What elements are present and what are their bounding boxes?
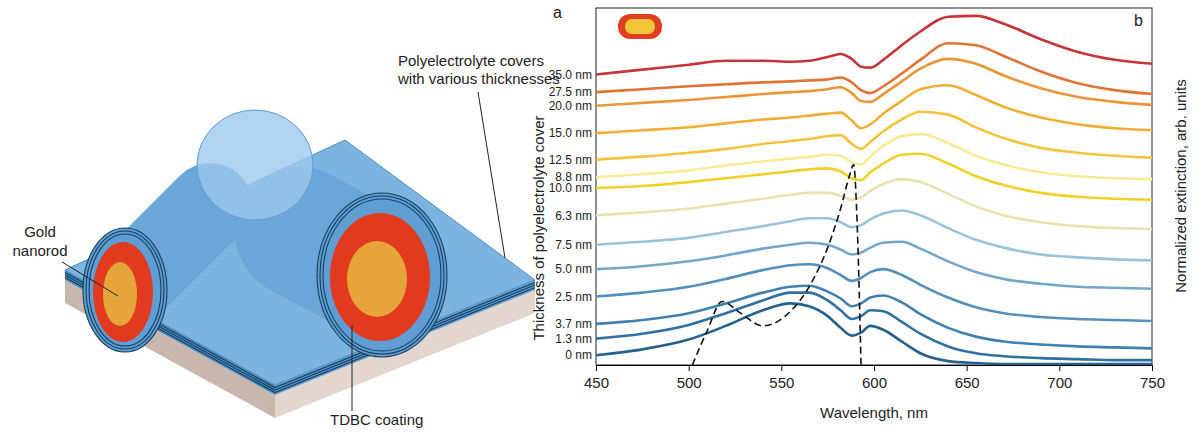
series-label: 0 nm [565,348,592,362]
spectrum [596,286,1152,349]
left-rod-cover-layer [89,234,161,346]
x-tick-label: 700 [1047,374,1072,391]
series-labels: 0 nm 1.3 nm3.7 nm 2.5 nm 5.0 nm 7.5 nm 6.3 nm… [549,68,592,363]
x-tick-mark [689,365,690,371]
x-tick-label: 750 [1140,374,1165,391]
right-rod-cover-layer [320,196,444,354]
x-tick-label: 550 [769,374,794,391]
spectrum [596,242,1152,289]
x-tick-mark [596,365,597,371]
series-label: 12.5 nm [549,153,592,167]
series-label: 7.5 nm [555,238,592,252]
spectrum [596,134,1152,179]
panel-letter: a [553,4,562,21]
x-tick: 750 [1140,365,1165,391]
right-rod-cover-layer [323,199,441,351]
panel-b: 450 500 550 600 650 700 750 0 nm 1.3 nm3.7 nm 2.5… [530,8,1189,421]
spectrum [596,16,1152,75]
rod-label: Gold [24,223,56,240]
leader-coating [352,325,353,411]
spectrum [596,179,1152,229]
x-tick: 650 [955,365,980,391]
left-rod-tdbc [93,242,153,342]
x-tick-label: 650 [955,374,980,391]
leader-rod [62,262,118,296]
x-tick: 450 [584,365,609,391]
right-rod-cover [317,193,447,357]
spectrum [596,293,1152,360]
x-axis-line [597,366,1153,372]
x-tick-label: 450 [584,374,609,391]
series-label: 2.5 nm [555,290,592,304]
left-rod-cover-layer [86,231,164,349]
x-tick-mark [967,365,968,371]
series-label: 5.0 nm [555,262,592,276]
cover-dome [197,110,313,220]
x-axis: 450 500 550 600 650 700 750 [584,365,1165,391]
x-tick: 600 [862,365,887,391]
spectrum [596,264,1152,321]
nanorod-icon-shell [618,14,662,39]
spectrum [596,210,1152,260]
x-tick-mark [1152,365,1153,371]
nanorod-icon-core [625,19,655,34]
coating-label: TDBC coating [330,411,423,428]
panel-letter: b [1134,12,1143,29]
x-tick: 500 [677,365,702,391]
plot-frame [596,8,1152,365]
covers-label: with various thicknesses [397,70,560,87]
x-tick-label: 600 [862,374,887,391]
leader-covers [478,92,505,258]
reference-curve [692,164,861,365]
spectrum [596,303,1152,364]
rod-label: nanorod [12,242,67,259]
right-rod-cover-layer [317,193,447,357]
left-rod-cover-layer [83,228,167,352]
x-tick-mark [1059,365,1060,371]
x-tick-mark [874,365,875,371]
series-label: 35.0 nm [549,68,592,82]
x-tick-label: 500 [677,374,702,391]
series-label: 6.3 nm [555,209,592,223]
spectrum [596,43,1152,94]
series-label: 3.7 nm [555,317,592,331]
series-label: 8.8 nm [555,170,592,184]
left-rod-gold [103,262,137,326]
covers-label: Polyelectrolyte covers [398,52,544,69]
x-tick: 550 [769,365,794,391]
series-label: 27.5 nm [549,85,592,99]
figure: Polyelectrolyte coverswith various thick… [0,0,1201,435]
y-axis-title: Thickness of polyelectrolyte cover [530,115,547,340]
series-label: 1.3 nm [555,332,592,346]
x-tick-mark [781,365,782,371]
panel-a: Polyelectrolyte coverswith various thick… [12,4,562,428]
right-rod-gold [347,241,407,317]
series-label: 15.0 nm [549,126,592,140]
x-tick: 700 [1047,365,1072,391]
spectrum [596,112,1152,160]
x-axis-title: Wavelength, nm [820,404,928,421]
curves [596,16,1152,365]
series-label: 20.0 nm [549,99,592,113]
right-rod-tdbc [330,213,430,341]
left-rod-cover [83,228,167,352]
y-axis-title-right: Normalized extinction, arb. units [1172,79,1189,292]
